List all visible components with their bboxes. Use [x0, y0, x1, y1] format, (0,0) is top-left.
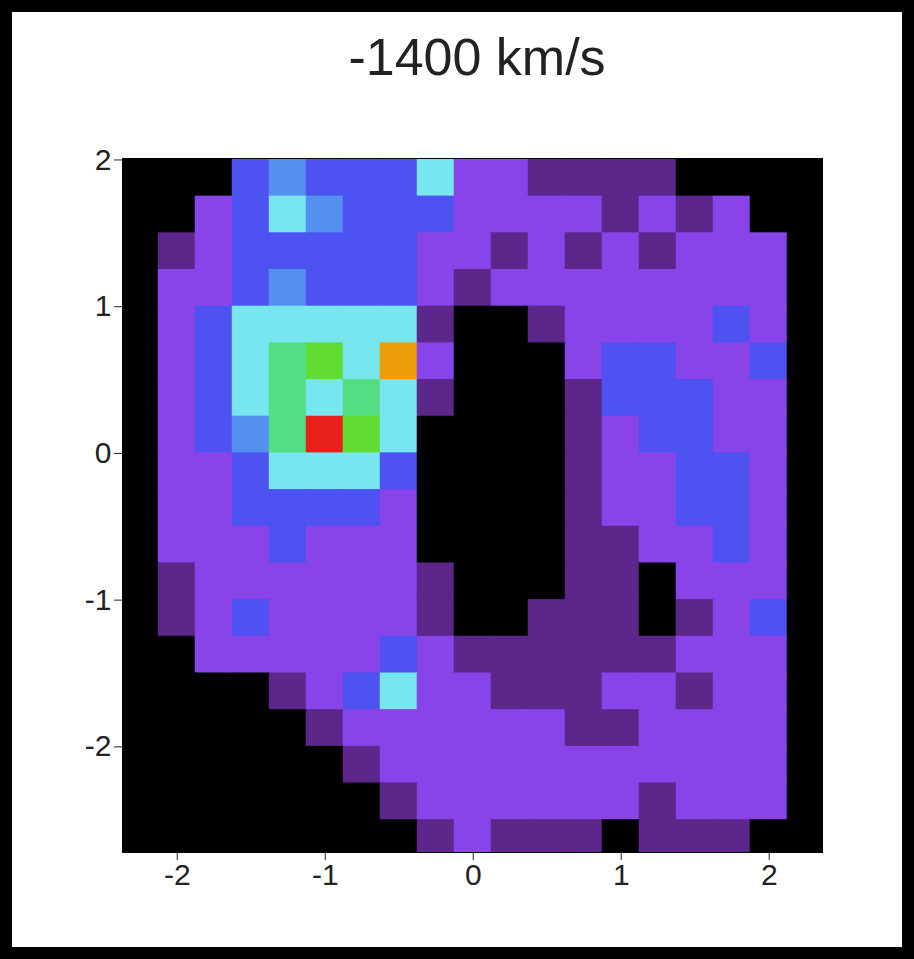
html-text:-1400 km/s: -1400 km/s: [348, 28, 606, 86]
svg-text:0: 0: [465, 858, 482, 891]
svg-text:2: 2: [761, 858, 778, 891]
svg-text:1: 1: [613, 858, 630, 891]
svg-text:-2: -2: [164, 858, 191, 891]
svg-text:-1: -1: [312, 858, 339, 891]
svg-text:-2: -2: [85, 729, 112, 762]
svg-text:2: 2: [95, 143, 112, 176]
svg-text:-1: -1: [85, 583, 112, 616]
svg-text:0: 0: [95, 436, 112, 469]
svg-text:1: 1: [95, 289, 112, 322]
